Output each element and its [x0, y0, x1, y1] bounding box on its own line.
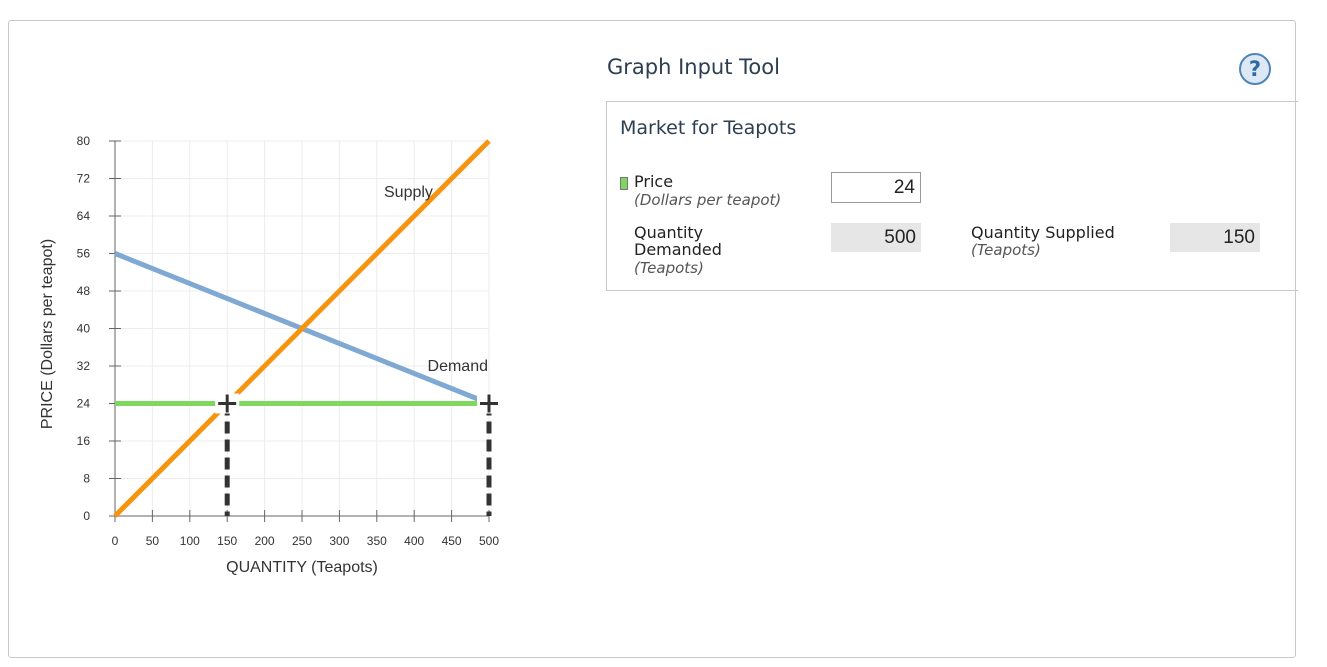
supply-demand-chart: 0 8 16 24 32 40 48 56 64 72 80 0 50 100 150 200 250 300 35…: [39, 134, 501, 576]
chart-series: [113, 139, 491, 518]
quantity-demanded-label-line1: Quantity: [634, 223, 704, 242]
tool-title: Graph Input Tool: [607, 55, 780, 79]
price-input[interactable]: 24: [831, 172, 921, 203]
quantity-demanded-label-line2: Demanded: [634, 240, 722, 259]
x-tick-label: 400: [404, 534, 424, 548]
y-tick-label: 64: [77, 209, 91, 223]
demand-curve-label: Demand: [428, 358, 488, 375]
x-axis-label: QUANTITY (Teapots): [226, 559, 378, 576]
y-tick-label: 24: [77, 397, 91, 411]
x-tick-label: 200: [255, 534, 275, 548]
market-panel: Market for Teapots Price (Dollars per te…: [606, 101, 1298, 291]
supply-curve-label: Supply: [384, 184, 433, 201]
x-tick-label: 150: [217, 534, 237, 548]
y-tick-label: 56: [77, 247, 91, 261]
y-tick-label: 72: [77, 172, 91, 186]
y-tick-label: 80: [77, 134, 91, 148]
quantity-supplied-label: Quantity Supplied: [971, 223, 1115, 242]
x-tick-label: 100: [180, 534, 200, 548]
x-tick-label: 50: [146, 534, 160, 548]
y-tick-label: 8: [83, 472, 90, 486]
x-tick-label: 450: [442, 534, 462, 548]
y-tick-label: 0: [83, 509, 90, 523]
x-tick-label: 350: [367, 534, 387, 548]
y-axis-label: PRICE (Dollars per teapot): [39, 239, 56, 429]
price-swatch-icon: [620, 177, 628, 190]
quantity-demanded-value: 500: [831, 223, 921, 252]
y-tick-label: 40: [77, 322, 91, 336]
chart-axes: 0 8 16 24 32 40 48 56 64 72 80 0 50 100 150 200 250 300 35…: [77, 134, 500, 548]
price-label: Price: [634, 172, 674, 191]
x-tick-label: 500: [479, 534, 499, 548]
tool-frame: [8, 20, 1296, 658]
y-tick-label: 32: [77, 359, 91, 373]
y-tick-label: 48: [77, 284, 91, 298]
x-tick-label: 250: [292, 534, 312, 548]
price-unit: (Dollars per teapot): [634, 191, 782, 209]
quantity-supplied-unit: (Teapots): [971, 241, 1041, 259]
x-tick-label: 300: [329, 534, 349, 548]
quantity-demanded-unit: (Teapots): [634, 259, 704, 277]
chart-markers[interactable]: [215, 393, 501, 517]
quantity-supplied-value: 150: [1170, 223, 1260, 252]
x-tick-label: 0: [112, 534, 119, 548]
y-tick-label: 16: [77, 434, 91, 448]
supply-curve: [113, 139, 491, 518]
panel-title: Market for Teapots: [620, 117, 797, 139]
help-icon[interactable]: ?: [1239, 53, 1271, 85]
